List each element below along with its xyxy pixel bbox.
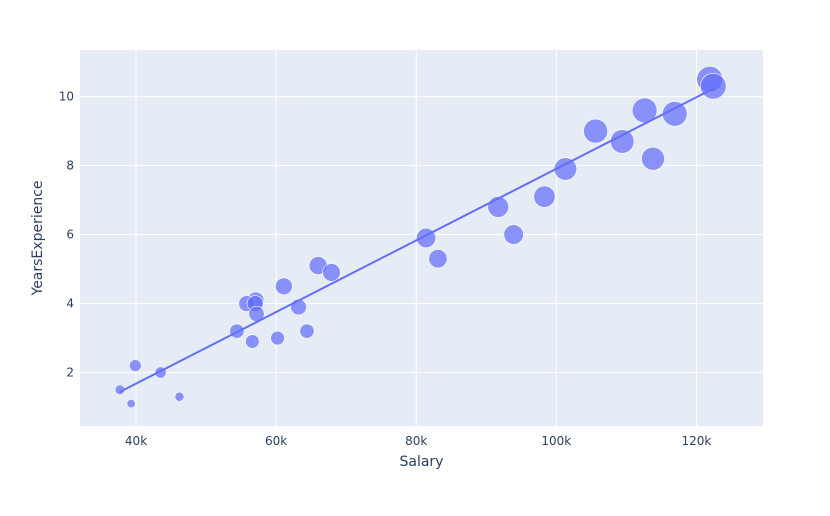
data-point — [270, 330, 285, 346]
x-tick-label: 40k — [125, 434, 147, 448]
data-point — [503, 224, 524, 245]
data-point — [610, 129, 635, 154]
data-point — [299, 323, 315, 339]
data-point — [428, 249, 448, 269]
x-axis-title: Salary — [400, 454, 444, 470]
data-point — [641, 146, 665, 171]
data-point — [245, 334, 260, 349]
data-point — [533, 185, 556, 208]
x-tick-label: 80k — [405, 434, 427, 448]
data-point — [275, 277, 293, 296]
data-point — [129, 359, 142, 372]
axis-ticks: 40k 60k 80k 100k 120k 2 4 6 8 10 — [59, 90, 712, 448]
data-point — [583, 118, 608, 144]
x-tick-label: 100k — [541, 434, 571, 448]
y-tick-label: 2 — [66, 366, 74, 380]
x-tick-label: 120k — [682, 434, 712, 448]
data-point — [322, 263, 341, 282]
trendline — [119, 87, 714, 393]
trendline-layer — [119, 87, 714, 393]
y-tick-label: 8 — [66, 159, 74, 173]
y-tick-label: 4 — [66, 297, 74, 311]
data-point — [174, 391, 185, 402]
y-axis-title: YearsExperience — [30, 180, 46, 296]
x-tick-label: 60k — [265, 434, 287, 448]
data-point — [700, 73, 727, 100]
y-tick-label: 6 — [66, 228, 74, 242]
y-tick-label: 10 — [59, 90, 74, 104]
data-point — [126, 399, 136, 409]
